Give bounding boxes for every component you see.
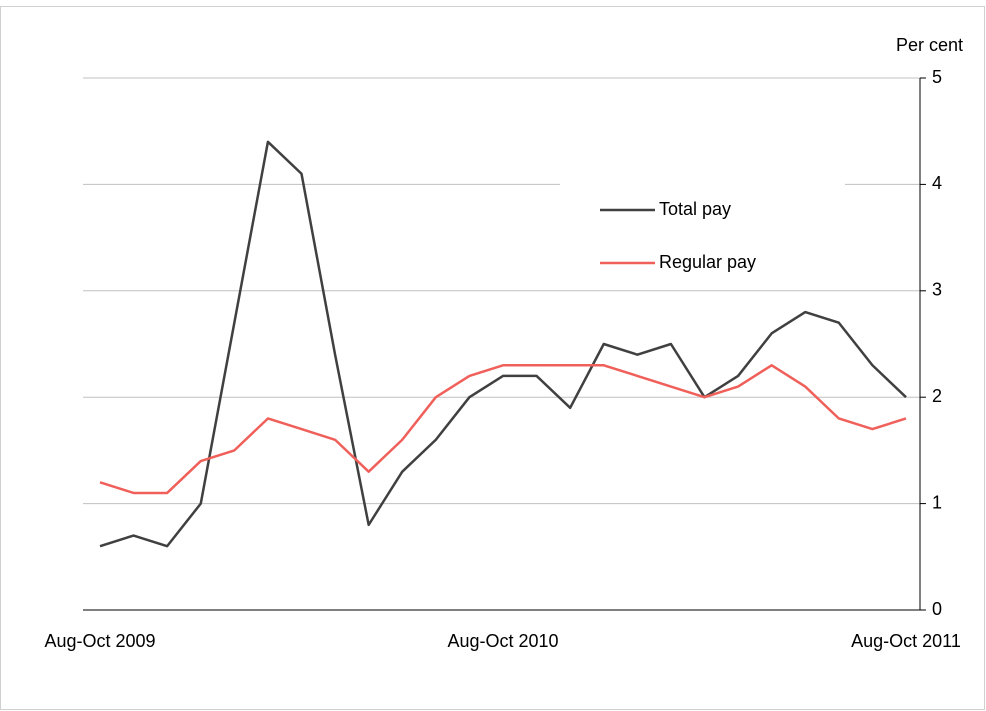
legend-label: Total pay [659,199,731,219]
y-tick-label: 1 [932,492,942,512]
x-tick-label: Aug-Oct 2010 [447,631,558,651]
x-tick-label: Aug-Oct 2009 [44,631,155,651]
y-tick-label: 5 [932,67,942,87]
chart-frame [0,6,985,710]
line-series [99,364,907,495]
y-tick-label: 4 [932,173,942,193]
x-tick-label: Aug-Oct 2011 [851,631,961,651]
y-axis-label: Per cent [896,35,963,55]
legend-box [560,170,845,290]
line-series [99,140,907,548]
y-tick-label: 0 [932,599,942,619]
legend-label: Regular pay [659,252,756,272]
y-tick-label: 3 [932,280,942,300]
y-tick-label: 2 [932,386,942,406]
